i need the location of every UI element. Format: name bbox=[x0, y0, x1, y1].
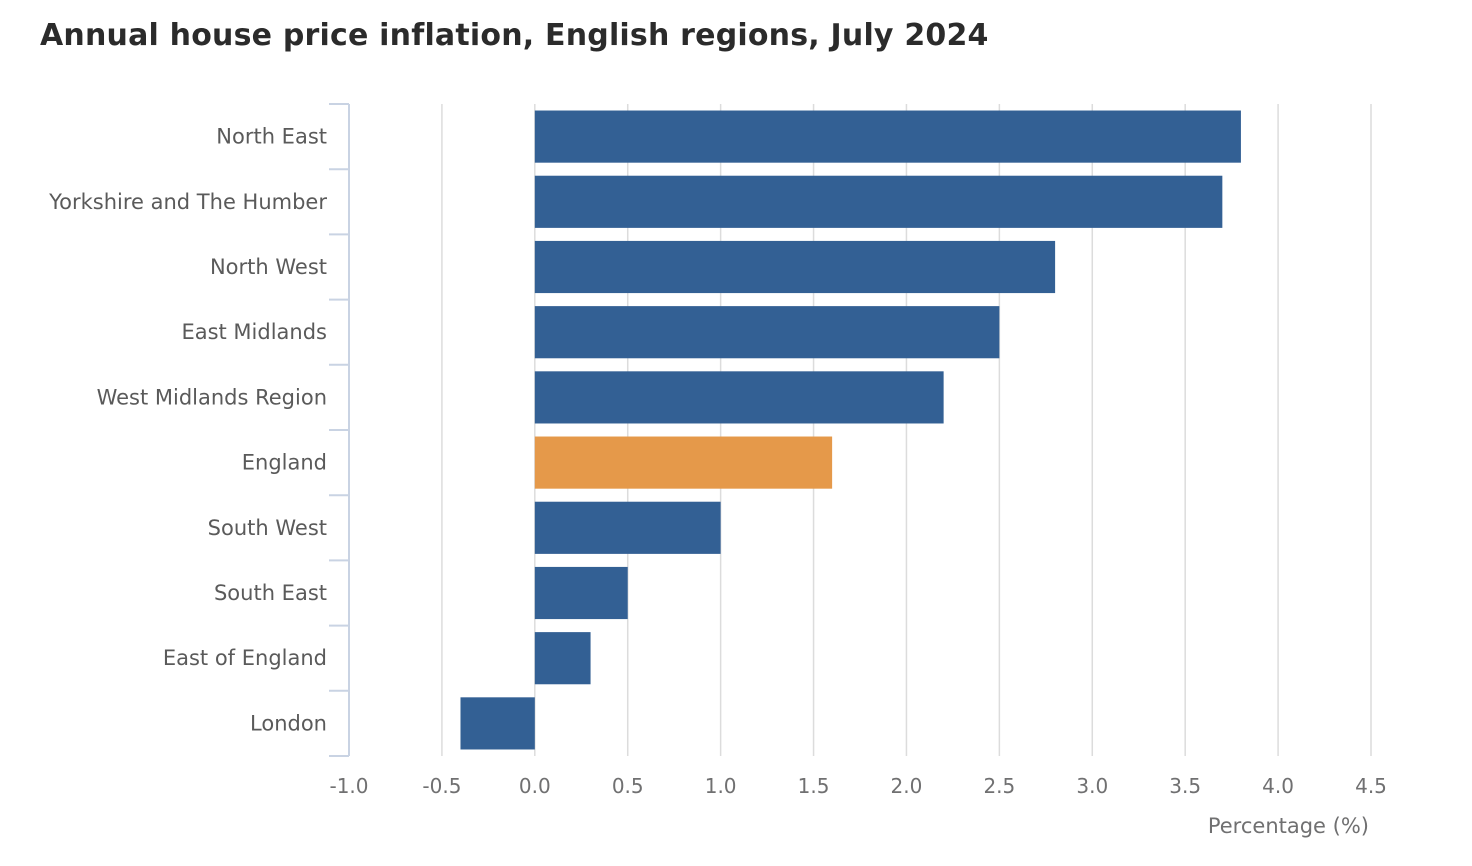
category-label: East of England bbox=[163, 646, 327, 670]
x-axis-title: Percentage (%) bbox=[1208, 814, 1369, 838]
category-axis: North East Yorkshire and The Humber North … bbox=[48, 103, 350, 757]
x-tick-label: 1.5 bbox=[798, 774, 830, 798]
chart-title: Annual house price inflation, English re… bbox=[40, 18, 989, 53]
x-tick-label: 0.0 bbox=[519, 774, 551, 798]
x-tick-label: 2.0 bbox=[891, 774, 923, 798]
x-tick-label: 3.5 bbox=[1169, 774, 1201, 798]
x-tick-label: -1.0 bbox=[329, 774, 368, 798]
x-tick-label: 1.0 bbox=[705, 774, 737, 798]
category-label: England bbox=[242, 451, 327, 475]
bar-west-midlands-region[interactable] bbox=[534, 371, 944, 424]
x-axis-ticks: -1.0 -0.5 0.0 0.5 1.0 1.5 2.0 2.5 3.0 3.5 4.0 4.5 bbox=[329, 774, 1386, 798]
category-label: North West bbox=[210, 255, 327, 279]
category-label: East Midlands bbox=[181, 320, 327, 344]
bar-north-east[interactable] bbox=[534, 110, 1241, 163]
bars bbox=[460, 110, 1241, 750]
x-tick-label: 0.5 bbox=[612, 774, 644, 798]
x-tick-label: -0.5 bbox=[422, 774, 461, 798]
bar-yorkshire-and-the-humber[interactable] bbox=[534, 175, 1223, 228]
bar-london[interactable] bbox=[460, 697, 535, 750]
bar-south-east[interactable] bbox=[534, 566, 628, 620]
x-tick-label: 4.5 bbox=[1355, 774, 1387, 798]
bar-east-midlands[interactable] bbox=[534, 306, 1000, 359]
category-label: London bbox=[250, 711, 327, 735]
bar-east-of-england[interactable] bbox=[534, 632, 591, 685]
category-label: South West bbox=[208, 516, 327, 540]
bar-south-west[interactable] bbox=[534, 501, 721, 554]
category-label: South East bbox=[214, 581, 327, 605]
bar-england[interactable] bbox=[534, 436, 833, 489]
x-tick-label: 2.5 bbox=[983, 774, 1015, 798]
x-tick-label: 4.0 bbox=[1262, 774, 1294, 798]
bar-north-west[interactable] bbox=[534, 240, 1056, 294]
category-label: North East bbox=[216, 125, 327, 149]
category-label: West Midlands Region bbox=[97, 385, 327, 409]
x-tick-label: 3.0 bbox=[1076, 774, 1108, 798]
category-label: Yorkshire and The Humber bbox=[48, 190, 327, 214]
